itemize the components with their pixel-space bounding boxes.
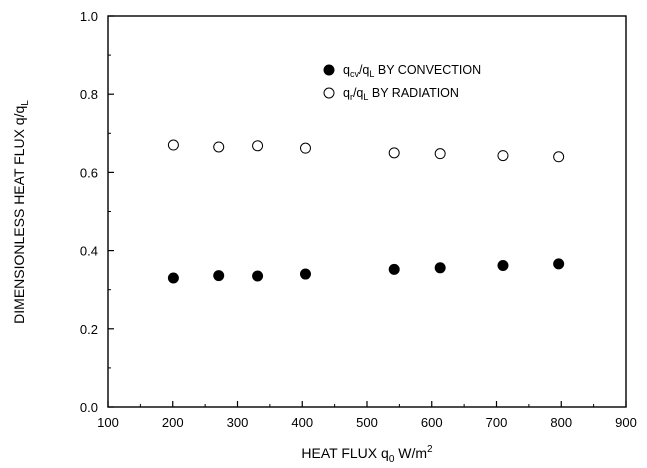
x-tick-label: 100 <box>97 415 119 430</box>
axis-ticks <box>107 15 627 408</box>
convection-data-point <box>434 262 446 274</box>
convection-data-point <box>388 263 400 275</box>
convection-data-point <box>213 270 225 282</box>
x-tick-label: 900 <box>615 415 637 430</box>
y-axis-title: DIMENSIONLESS HEAT FLUX q/qL <box>11 100 31 324</box>
convection-data-point <box>553 258 565 270</box>
x-tick-label: 400 <box>291 415 313 430</box>
y-tick-label: 0.8 <box>80 87 98 102</box>
legend: qcv/qL BY CONVECTION qr/qL BY RADIATION <box>323 63 481 102</box>
legend-marker-convection <box>323 64 335 76</box>
legend-label-radiation: qr/qL BY RADIATION <box>343 86 459 102</box>
y-tick-label: 0.2 <box>80 322 98 337</box>
radiation-data-point <box>434 148 446 160</box>
y-tick-label: 0.6 <box>80 165 98 180</box>
data-markers <box>167 139 565 284</box>
x-tick-label: 200 <box>162 415 184 430</box>
x-tick-label: 300 <box>227 415 249 430</box>
radiation-data-point <box>252 140 264 152</box>
y-tick-label: 1.0 <box>80 9 98 24</box>
x-tick-label: 500 <box>356 415 378 430</box>
radiation-data-point <box>553 151 565 163</box>
radiation-data-point <box>213 141 225 153</box>
radiation-data-point <box>388 147 400 159</box>
convection-data-point <box>299 268 311 280</box>
y-tick-label: 0.0 <box>80 400 98 415</box>
radiation-data-point <box>167 139 179 151</box>
y-tick-label: 0.4 <box>80 244 98 259</box>
radiation-data-point <box>299 142 311 154</box>
x-tick-label: 800 <box>550 415 572 430</box>
radiation-data-point <box>497 150 509 162</box>
legend-marker-radiation <box>323 87 335 99</box>
convection-data-point <box>497 259 509 271</box>
x-tick-label: 700 <box>486 415 508 430</box>
axis-tick-labels: 100 200 300 400 500 600 700 800 900 0.0 0.2 0.4 0.6 0… <box>80 9 637 430</box>
x-tick-label: 600 <box>421 415 443 430</box>
legend-label-convection: qcv/qL BY CONVECTION <box>343 63 481 79</box>
convection-data-point <box>167 272 179 284</box>
convection-data-point <box>252 270 264 282</box>
x-axis-title: HEAT FLUX q0 W/m2 <box>301 444 433 465</box>
